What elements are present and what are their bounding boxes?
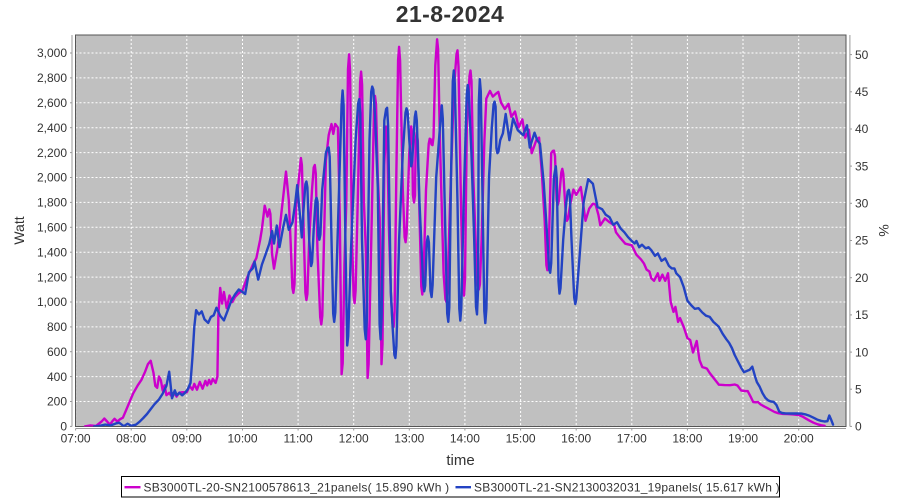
svg-text:18:00: 18:00 — [672, 432, 702, 446]
svg-text:2,400: 2,400 — [37, 121, 67, 135]
svg-text:200: 200 — [47, 395, 67, 409]
svg-text:1,000: 1,000 — [37, 295, 67, 309]
svg-text:10: 10 — [855, 345, 869, 359]
svg-text:1,800: 1,800 — [37, 196, 67, 210]
svg-text:3,000: 3,000 — [37, 46, 67, 60]
svg-text:1,600: 1,600 — [37, 221, 67, 235]
svg-text:21-8-2024: 21-8-2024 — [396, 1, 504, 27]
svg-text:14:00: 14:00 — [450, 432, 480, 446]
svg-text:20: 20 — [855, 271, 869, 285]
svg-text:15: 15 — [855, 308, 869, 322]
svg-text:19:00: 19:00 — [728, 432, 758, 446]
svg-text:09:00: 09:00 — [172, 432, 202, 446]
svg-text:35: 35 — [855, 159, 869, 173]
svg-text:2,000: 2,000 — [37, 171, 67, 185]
svg-text:25: 25 — [855, 234, 869, 248]
svg-text:15:00: 15:00 — [506, 432, 536, 446]
svg-text:0: 0 — [60, 420, 67, 434]
svg-text:%: % — [876, 224, 892, 236]
svg-text:50: 50 — [855, 48, 869, 62]
svg-text:2,600: 2,600 — [37, 96, 67, 110]
svg-text:30: 30 — [855, 197, 869, 211]
svg-text:400: 400 — [47, 370, 67, 384]
svg-text:20:00: 20:00 — [784, 432, 814, 446]
svg-text:1,400: 1,400 — [37, 245, 67, 259]
svg-text:600: 600 — [47, 345, 67, 359]
svg-text:10:00: 10:00 — [227, 432, 257, 446]
svg-text:800: 800 — [47, 320, 67, 334]
svg-text:5: 5 — [855, 382, 862, 396]
svg-text:0: 0 — [855, 420, 862, 434]
svg-text:13:00: 13:00 — [394, 432, 424, 446]
svg-text:12:00: 12:00 — [339, 432, 369, 446]
svg-text:16:00: 16:00 — [561, 432, 591, 446]
svg-text:SB3000TL-21-SN2130032031_19pan: SB3000TL-21-SN2130032031_19panels( 15.61… — [474, 480, 780, 494]
svg-text:Watt: Watt — [11, 216, 27, 244]
svg-text:11:00: 11:00 — [284, 432, 313, 446]
svg-text:2,800: 2,800 — [37, 71, 67, 85]
svg-text:time: time — [446, 452, 474, 469]
svg-text:1,200: 1,200 — [37, 270, 67, 284]
svg-text:07:00: 07:00 — [61, 432, 91, 446]
svg-text:45: 45 — [855, 85, 869, 99]
svg-text:17:00: 17:00 — [617, 432, 647, 446]
svg-text:08:00: 08:00 — [116, 432, 146, 446]
svg-text:40: 40 — [855, 122, 869, 136]
svg-text:SB3000TL-20-SN2100578613_21pan: SB3000TL-20-SN2100578613_21panels( 15.89… — [144, 480, 450, 494]
svg-text:2,200: 2,200 — [37, 146, 67, 160]
